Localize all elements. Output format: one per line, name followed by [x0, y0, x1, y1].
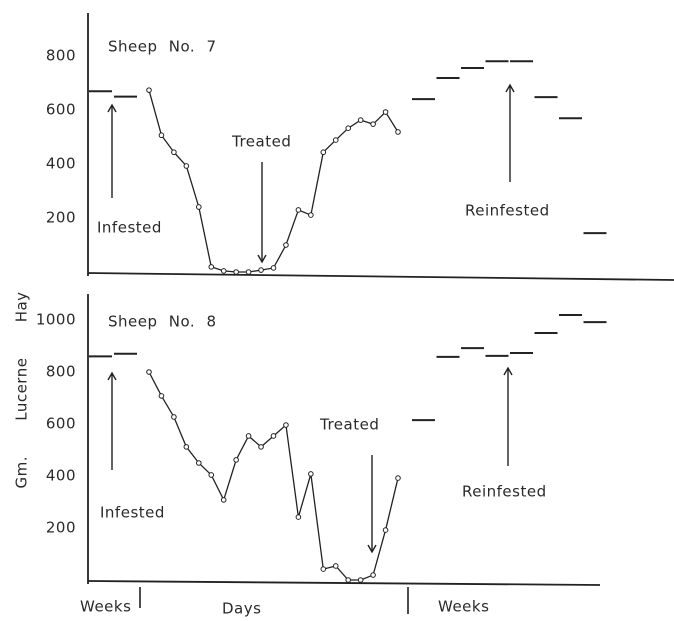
daily-point	[258, 444, 264, 450]
daily-point	[370, 572, 376, 578]
annotation: Treated	[319, 416, 379, 434]
daily-point	[146, 369, 152, 375]
annotation: Reinfested	[465, 202, 550, 220]
daily-point	[382, 109, 389, 115]
daily-point	[332, 137, 339, 143]
daily-point	[308, 471, 314, 477]
daily-point	[283, 422, 289, 428]
daily-point	[220, 268, 227, 274]
y-tick-label: 800	[46, 47, 76, 65]
daily-point	[370, 121, 376, 127]
daily-point	[357, 577, 364, 583]
y-tick-label: 600	[46, 415, 76, 433]
daily-point	[295, 514, 302, 520]
daily-point	[295, 207, 302, 213]
daily-point	[183, 163, 190, 169]
y-tick-label: 400	[46, 467, 76, 485]
x-section-label: Weeks	[438, 598, 489, 616]
daily-point	[395, 475, 401, 481]
y-axis-label: Gm. Lucerne Hay	[13, 291, 31, 488]
daily-point	[270, 433, 277, 439]
daily-point	[345, 125, 352, 132]
x-section-label: Days	[222, 600, 261, 618]
annotation: Treated	[231, 133, 291, 151]
daily-point	[283, 242, 289, 248]
daily-point	[345, 577, 352, 583]
arrow-head	[505, 83, 515, 93]
daily-point	[196, 204, 202, 210]
annotation: Reinfested	[462, 483, 547, 501]
daily-point	[183, 444, 190, 450]
daily-point	[158, 393, 165, 399]
x-section-label: Weeks	[80, 598, 131, 616]
daily-point	[245, 269, 252, 275]
daily-point	[245, 433, 252, 439]
daily-point	[146, 87, 152, 93]
baseline	[87, 580, 601, 586]
daily-point	[220, 497, 227, 503]
daily-point	[320, 149, 327, 156]
arrow-head	[257, 254, 267, 264]
daily-point	[357, 117, 364, 123]
daily-point	[208, 472, 215, 478]
daily-point	[233, 269, 239, 275]
daily-point	[332, 563, 339, 569]
y-tick-label: 200	[46, 519, 76, 537]
daily-point	[171, 414, 177, 420]
annotation: Infested	[100, 504, 165, 522]
daily-point	[208, 264, 215, 270]
y-tick-label: 400	[46, 155, 76, 173]
arrow-head	[503, 366, 513, 376]
daily-point	[258, 267, 264, 273]
daily-point	[270, 265, 277, 271]
y-tick-label: 200	[46, 209, 76, 227]
y-tick-label: 600	[46, 101, 76, 119]
daily-point	[382, 527, 389, 533]
daily-point	[395, 129, 401, 135]
panel-title: Sheep No. 7	[108, 38, 217, 56]
y-tick-label: 1000	[36, 311, 76, 329]
daily-point	[196, 460, 202, 466]
y-tick-label: 800	[46, 363, 76, 381]
daily-point	[320, 566, 327, 572]
annotation: Infested	[97, 219, 162, 237]
arrow-head	[107, 371, 117, 381]
daily-point	[158, 132, 165, 139]
daily-point	[308, 212, 314, 218]
baseline	[87, 272, 674, 281]
panel-title: Sheep No. 8	[108, 313, 217, 331]
daily-point	[233, 457, 239, 463]
daily-intake-line	[148, 371, 399, 581]
daily-point	[171, 149, 177, 156]
arrow-head	[107, 103, 117, 113]
arrow-head	[367, 544, 377, 554]
